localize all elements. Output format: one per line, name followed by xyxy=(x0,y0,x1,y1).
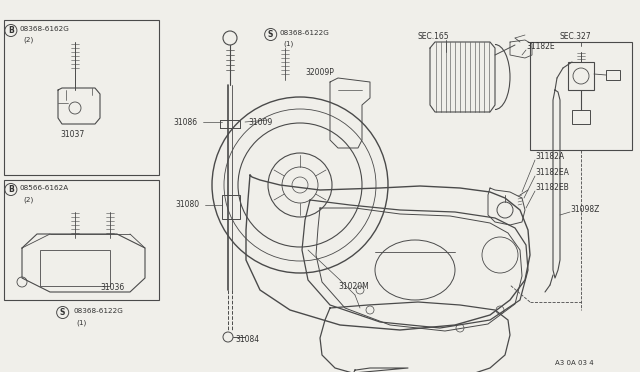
Text: B: B xyxy=(8,26,13,35)
Text: 31084: 31084 xyxy=(235,335,259,344)
Text: 31182A: 31182A xyxy=(535,152,564,161)
Bar xyxy=(572,110,590,124)
Bar xyxy=(40,250,110,286)
Text: SEC.165: SEC.165 xyxy=(418,32,450,41)
Text: 31098Z: 31098Z xyxy=(570,205,600,214)
Bar xyxy=(4,20,159,175)
Text: 31182E: 31182E xyxy=(526,42,555,51)
Bar xyxy=(530,42,632,150)
Text: 31036: 31036 xyxy=(100,283,124,292)
Text: 32009P: 32009P xyxy=(305,68,334,77)
Text: 31020M: 31020M xyxy=(338,282,369,291)
Text: S: S xyxy=(268,30,273,39)
Text: SEC.327: SEC.327 xyxy=(560,32,591,41)
Text: 08566-6162A: 08566-6162A xyxy=(20,185,69,191)
Text: (2): (2) xyxy=(23,196,33,202)
Bar xyxy=(606,70,620,80)
Text: 31080: 31080 xyxy=(176,200,200,209)
Bar xyxy=(222,195,240,219)
Text: (2): (2) xyxy=(23,36,33,42)
Text: (1): (1) xyxy=(283,40,293,46)
Bar xyxy=(568,62,594,90)
Text: 08368-6162G: 08368-6162G xyxy=(20,26,70,32)
Text: 31182EA: 31182EA xyxy=(535,168,569,177)
Text: S: S xyxy=(60,308,65,317)
Text: 08368-6122G: 08368-6122G xyxy=(73,308,123,314)
Text: 31037: 31037 xyxy=(60,130,84,139)
Text: B: B xyxy=(8,185,13,194)
Text: A3 0A 03 4: A3 0A 03 4 xyxy=(555,360,594,366)
Text: (1): (1) xyxy=(76,319,86,326)
Text: 31009: 31009 xyxy=(248,118,272,127)
Text: 31086: 31086 xyxy=(174,118,198,127)
Bar xyxy=(4,180,159,300)
Text: 31182EB: 31182EB xyxy=(535,183,569,192)
Text: 08368-6122G: 08368-6122G xyxy=(280,30,330,36)
